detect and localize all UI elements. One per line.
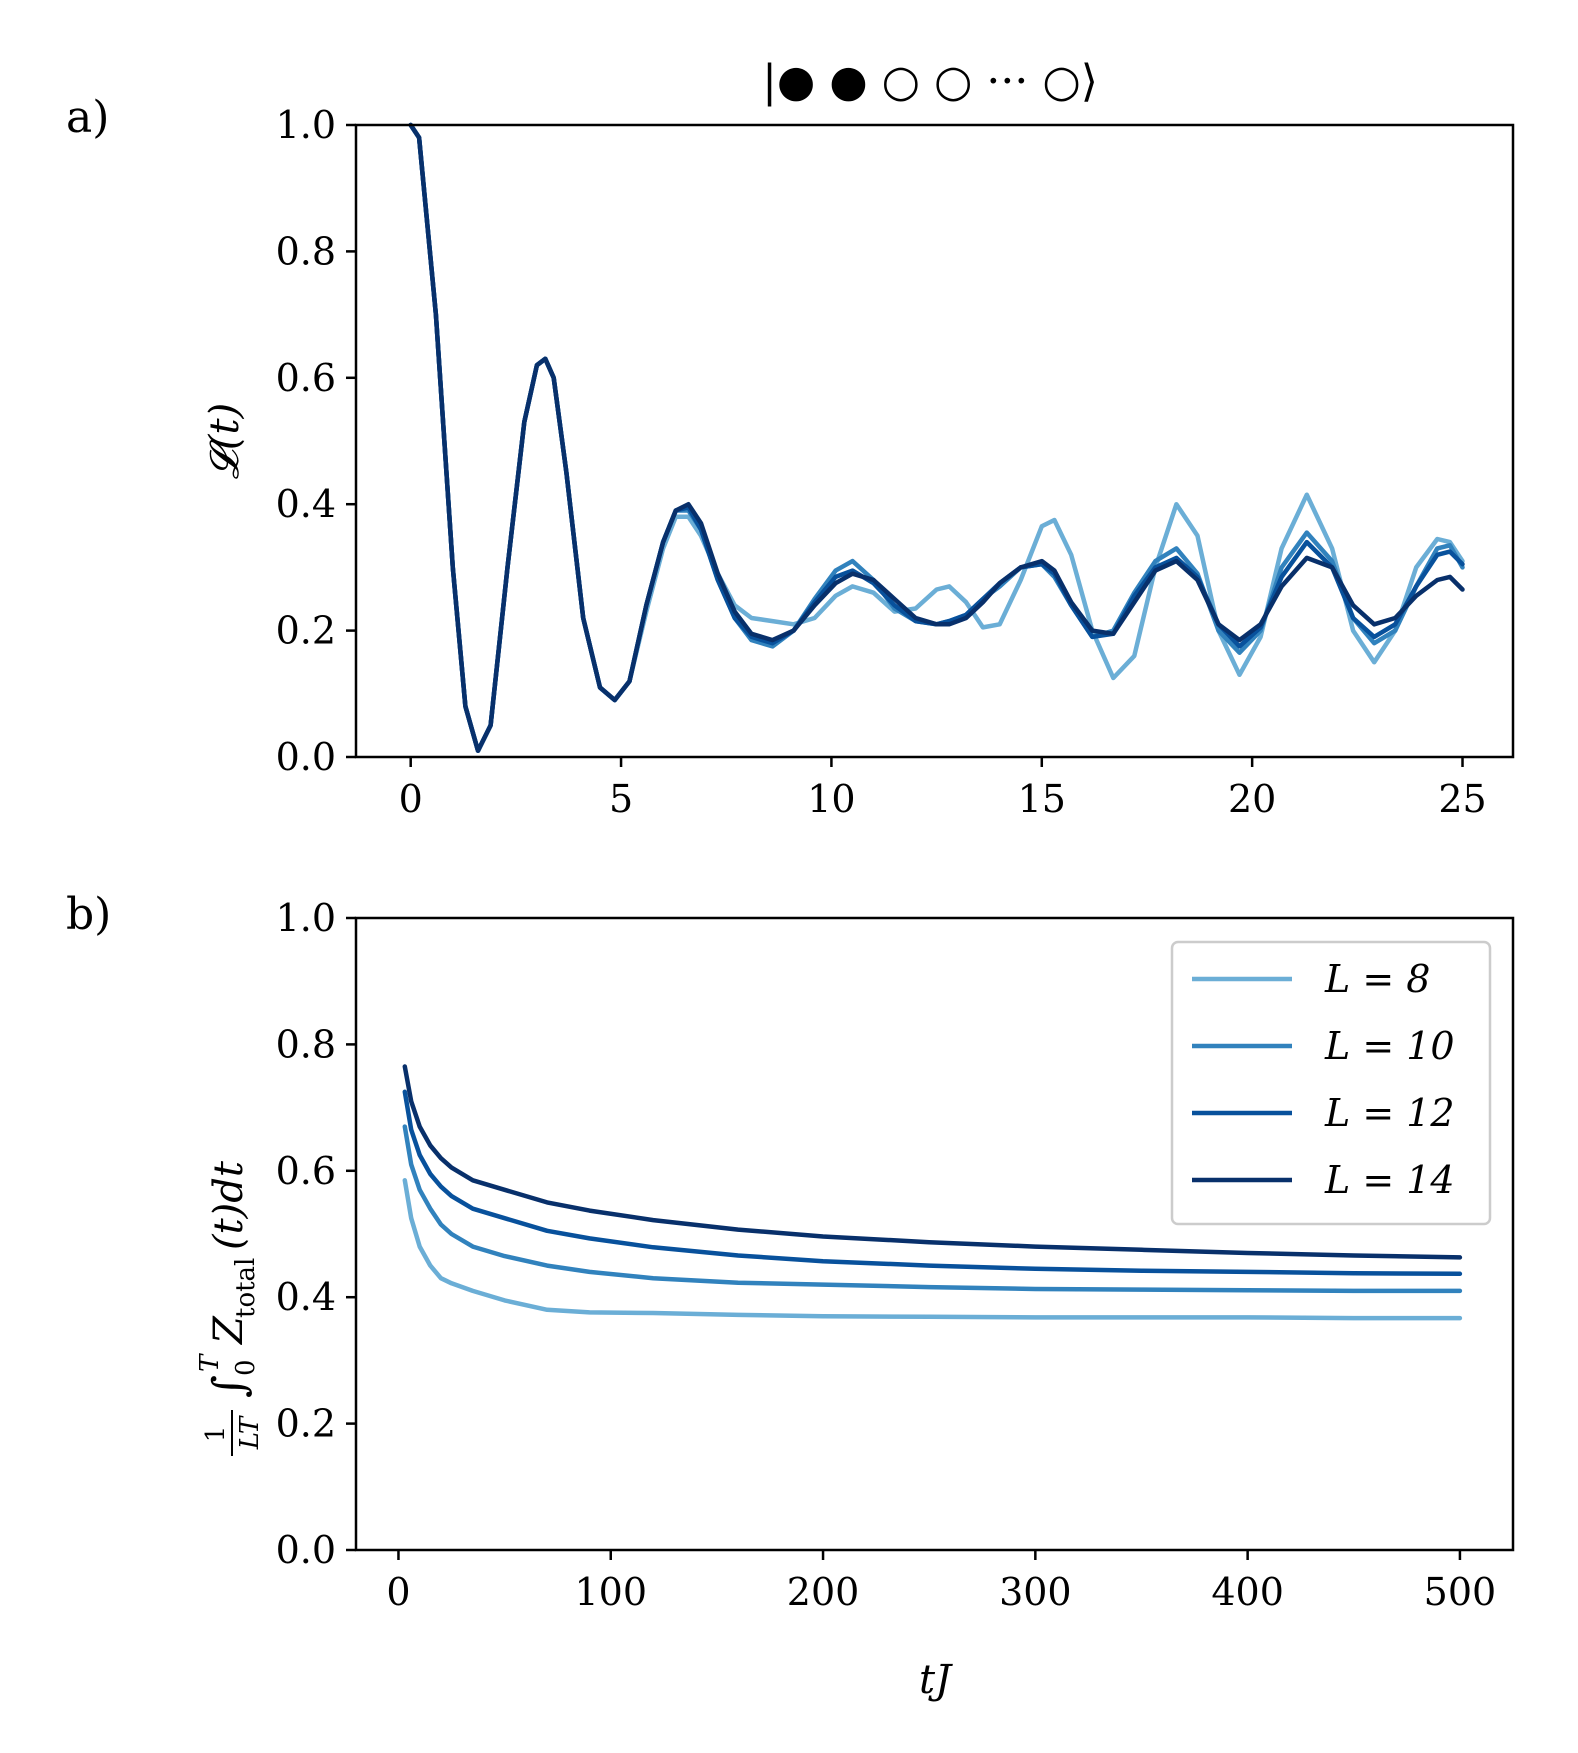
ylabel-b-frac-num: 1 (201, 1426, 231, 1443)
x-tick-label-a-0: 0 (399, 777, 423, 821)
x-tick-label-a-2: 10 (807, 777, 855, 821)
series-group-a (408, 122, 1465, 753)
legend-label-2: L = 10 (1324, 1024, 1455, 1068)
series-line-a-4 (408, 122, 1465, 753)
y-tick-label-b-2: 0.4 (276, 1275, 336, 1319)
series-line-a-2 (408, 122, 1465, 753)
series-line-b-3 (402, 1089, 1463, 1277)
y-tick-label-b-0: 0.0 (276, 1528, 336, 1572)
ylabel-b-rest: (t)dt (206, 1160, 252, 1250)
y-tick-label-b-5: 1.0 (276, 896, 336, 940)
series-line-b-1 (402, 1178, 1463, 1321)
y-tick-label-a-4: 0.8 (276, 229, 336, 273)
series-line-a-1 (408, 122, 1465, 753)
y-tick-label-a-5: 1.0 (276, 103, 336, 147)
axes-frame-b (354, 916, 1515, 1552)
x-tick-label-b-1: 100 (574, 1570, 647, 1614)
legend-box (1170, 940, 1492, 1226)
panel-label-b: b) (66, 889, 111, 940)
y-tick-label-a-0: 0.0 (276, 735, 336, 779)
ylabel-b-lower: 0 (231, 1359, 261, 1376)
y-axis-label-b: 1 LT ∫ T 0 Z total (t)dt (195, 1160, 265, 1456)
ylabel-b-integral: ∫ (204, 1375, 255, 1398)
y-tick-label-a-2: 0.4 (276, 482, 336, 526)
panel-label-a: a) (66, 92, 109, 143)
y-tick-label-a-3: 0.6 (276, 356, 336, 400)
legend-label-1: L = 8 (1324, 957, 1430, 1001)
ylabel-b-subscript: total (231, 1258, 261, 1318)
legend-label-4: L = 14 (1324, 1158, 1455, 1202)
y-tick-label-b-3: 0.6 (276, 1149, 336, 1193)
x-tick-label-b-0: 0 (386, 1570, 410, 1614)
y-axis-label-a: 𝓛(t) (202, 403, 248, 479)
axes-frame-a (354, 123, 1515, 759)
y-ticks-a: 0.0 0.2 0.4 0.6 0.8 1.0 (276, 103, 356, 779)
y-ticks-b: 0.0 0.2 0.4 0.6 0.8 1.0 (276, 896, 356, 1572)
x-ticks-b: 0 100 200 300 400 500 (386, 1550, 1496, 1614)
x-tick-label-a-1: 5 (609, 777, 633, 821)
ylabel-b-upper: T (195, 1353, 225, 1372)
legend-label-3: L = 12 (1324, 1091, 1455, 1135)
ylabel-b-symbol: Z (206, 1315, 252, 1346)
x-tick-label-a-5: 25 (1438, 777, 1486, 821)
x-ticks-a: 0 5 10 15 20 25 (399, 757, 1487, 821)
panel-b: b) 0 100 200 300 400 500 0.0 0.2 0.4 0.6 0.8 1.0 t… (66, 889, 1515, 1703)
legend-items: L = 8 L = 10 L = 12 L = 14 (1192, 957, 1455, 1202)
ylabel-b-frac-den: LT (235, 1415, 265, 1450)
series-line-a-3 (408, 122, 1465, 753)
chart-title-a: |● ● ○ ○ ··· ○⟩ (762, 56, 1098, 107)
panel-a: a) |● ● ○ ○ ··· ○⟩ 0 5 10 15 20 25 0.00.20.40… (66, 56, 1515, 821)
series-line-b-4 (402, 1064, 1463, 1260)
series-line-b-2 (402, 1124, 1463, 1294)
x-tick-label-a-4: 20 (1228, 777, 1276, 821)
y-tick-label-a-1: 0.2 (276, 609, 336, 653)
series-group-b (402, 1064, 1463, 1321)
y-tick-label-b-1: 0.2 (276, 1402, 336, 1446)
x-tick-label-b-5: 500 (1424, 1570, 1497, 1614)
y-tick-label-b-4: 0.8 (276, 1022, 336, 1066)
x-tick-label-b-4: 400 (1211, 1570, 1284, 1614)
x-tick-label-a-3: 15 (1018, 777, 1066, 821)
x-tick-label-b-3: 300 (999, 1570, 1072, 1614)
legend: L = 8 L = 10 L = 12 L = 14 (1170, 940, 1492, 1226)
x-axis-label-b: tJ (919, 1657, 953, 1703)
x-tick-label-b-2: 200 (787, 1570, 860, 1614)
